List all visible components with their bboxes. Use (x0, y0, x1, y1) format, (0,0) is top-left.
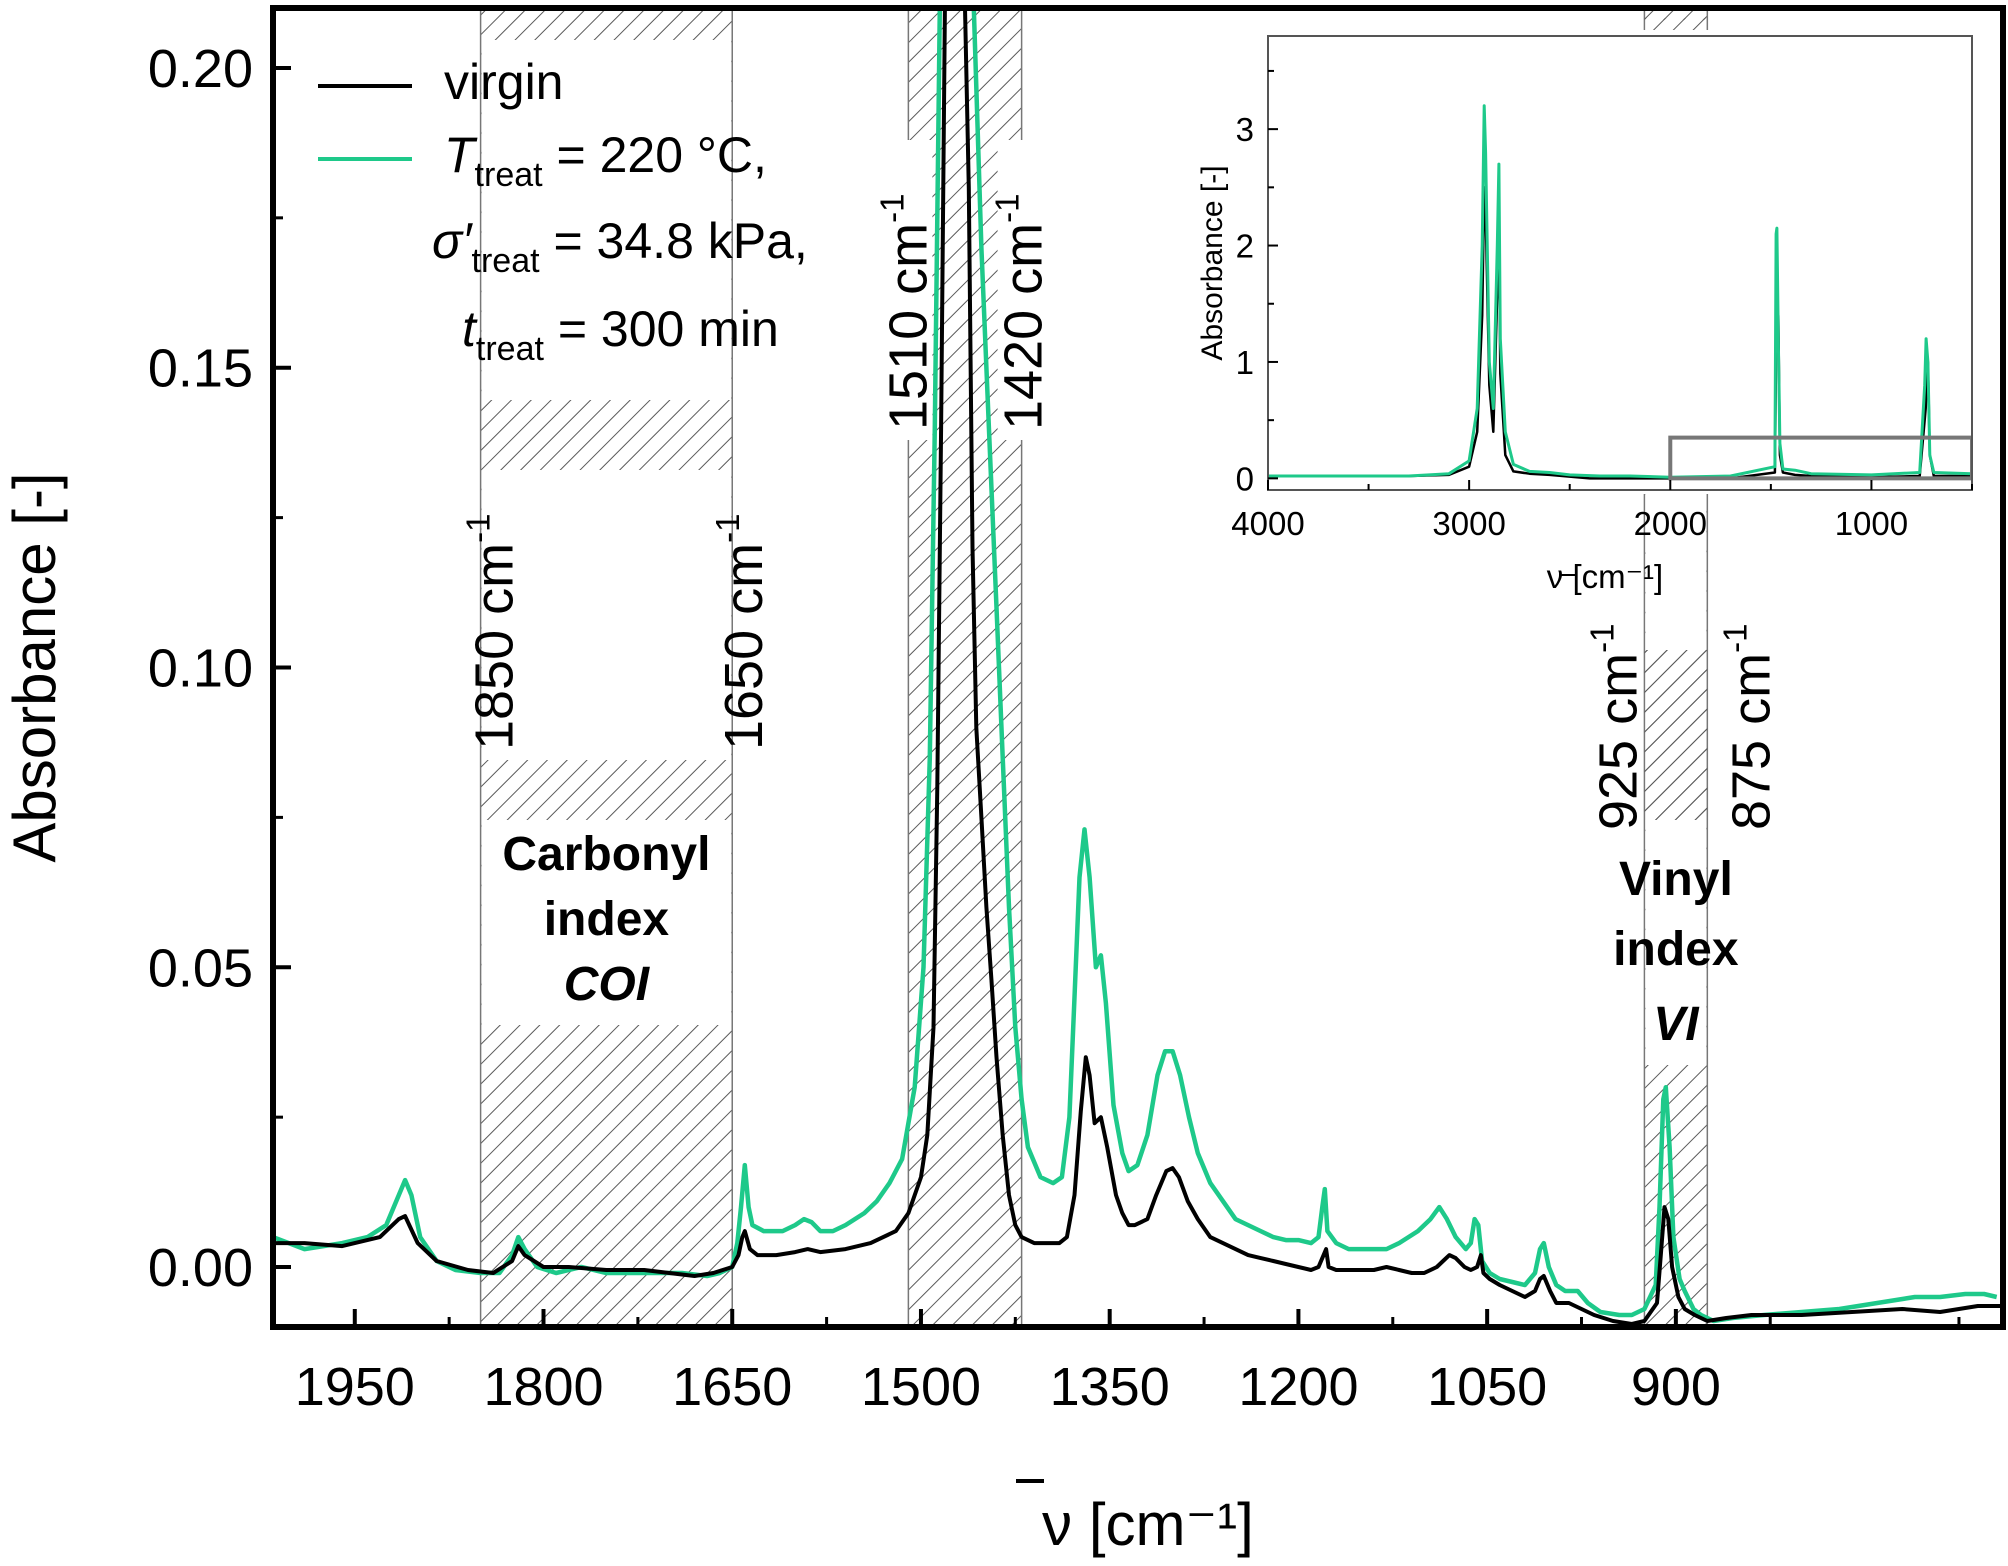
label-925-sup: -1 (1583, 624, 1620, 653)
legend-label-stress: σ′treat = 34.8 kPa, (432, 213, 808, 280)
inset-x-tick-label-4000: 4000 (1231, 505, 1304, 542)
legend-label-virgin: virgin (444, 54, 563, 110)
inset-frame (1267, 35, 1973, 491)
label-1420-base: 1420 cm (994, 223, 1054, 430)
legend-symbol-sigma: σ′ (432, 213, 473, 269)
title-coi: COI (564, 958, 651, 1011)
y-tick-label-3: 0.15 (148, 339, 253, 399)
legend-symbol-t-lower: t (462, 301, 478, 357)
plot-series (273, 8, 2003, 1326)
band-vi-top-sliver (1644, 18, 1708, 30)
x-tick-label-1050: 1050 (1427, 1357, 1547, 1417)
inset-x-tick-label-2000: 2000 (1634, 505, 1707, 542)
label-875: 875 cm-1 (1716, 624, 1781, 830)
label-1510-base: 1510 cm (878, 223, 938, 430)
inset-series (1268, 104, 1972, 481)
inset-series-treated (1268, 104, 1972, 479)
title-vi: VI (1653, 998, 1700, 1051)
label-1420: 1420 cm-1 (989, 194, 1054, 430)
inset-y-tick-label-3: 3 (1236, 111, 1254, 148)
legend-value: = 34.8 kPa, (540, 213, 808, 269)
x-axis-title: ν [cm⁻¹] (1042, 1491, 1254, 1558)
band-vi-upper (1644, 650, 1708, 820)
inset-y-axis-title: Absorbance [-] (1196, 165, 1229, 360)
y-tick-label-0: 0.00 (148, 1238, 253, 1298)
inset-y-tick-label-2: 2 (1236, 228, 1254, 265)
label-925-base: 925 cm (1588, 653, 1648, 830)
legend-subscript: treat (476, 330, 545, 368)
x-tick-label-1950: 1950 (295, 1357, 415, 1417)
legend-subscript: treat (475, 156, 544, 194)
inset-axes: 4000 3000 2000 1000 0 1 2 3 ν [cm⁻¹] Absorbance [… (1196, 35, 1973, 595)
x-tick-label-1800: 1800 (483, 1357, 603, 1417)
label-925: 925 cm-1 (1583, 624, 1648, 830)
inset-y-tick-label-0: 0 (1236, 460, 1254, 497)
band-gap-1420 (997, 140, 1046, 440)
inset-background (1204, 30, 1976, 494)
inset-x-axis-title: ν [cm⁻¹] (1547, 558, 1663, 595)
title-carbonyl: Carbonyl (502, 828, 710, 881)
inset-chart: 4000 3000 2000 1000 0 1 2 3 ν [cm⁻¹] Absorbance [… (1196, 30, 1976, 595)
inset-x-tick-label-3000: 3000 (1432, 505, 1505, 542)
title-vi-index: index (1613, 923, 1739, 976)
label-1850-base: 1850 cm (465, 543, 525, 750)
label-875-base: 875 cm (1721, 653, 1781, 830)
label-1650-sup: -1 (709, 514, 746, 543)
legend-symbol-t-upper: T (444, 127, 478, 183)
band-gap-title (481, 820, 732, 1025)
legend-label-temperature: Ttreat = 220 °C, (444, 127, 767, 194)
band-gap-legend (481, 40, 732, 400)
label-875-sup: -1 (1716, 624, 1753, 653)
inset-zoom-box (1668, 435, 1972, 481)
band-gap-labels (481, 470, 732, 760)
x-tick-label-900: 900 (1631, 1357, 1721, 1417)
x-tick-label-1500: 1500 (861, 1357, 981, 1417)
label-1650: 1650 cm-1 (709, 514, 774, 750)
main-axes: 1950 1800 1650 1500 1350 1200 1050 900 0.00 0.05 0… (1, 5, 2006, 1558)
legend-label-time: ttreat = 300 min (462, 301, 779, 368)
label-1850-sup: -1 (460, 514, 497, 543)
x-tick-label-1650: 1650 (672, 1357, 792, 1417)
series-virgin (273, 8, 2003, 1326)
x-tick-label-1200: 1200 (1238, 1357, 1358, 1417)
legend-value: = 300 min (544, 301, 779, 357)
label-1510: 1510 cm-1 (873, 194, 938, 430)
title-vinyl: Vinyl (1619, 853, 1733, 906)
inset-y-tick-label-1: 1 (1236, 344, 1254, 381)
label-1850: 1850 cm-1 (460, 514, 525, 750)
band-gap-1510 (884, 140, 933, 440)
legend-subscript: treat (472, 242, 541, 280)
title-index: index (544, 893, 670, 946)
label-1650-base: 1650 cm (714, 543, 774, 750)
label-1510-sup: -1 (873, 194, 910, 223)
y-axis-title: Absorbance [-] (1, 472, 68, 862)
y-tick-label-1: 0.05 (148, 938, 253, 998)
label-1420-sup: -1 (989, 194, 1026, 223)
x-tick-label-1350: 1350 (1050, 1357, 1170, 1417)
inset-x-tick-label-1000: 1000 (1835, 505, 1908, 542)
band-gap-vi-title (1645, 820, 1707, 1065)
legend-value: = 220 °C, (543, 127, 767, 183)
y-tick-label-4: 0.20 (148, 39, 253, 99)
legend: virgin Ttreat = 220 °C, σ′treat = 34.8 k… (318, 54, 808, 368)
y-tick-label-2: 0.10 (148, 639, 253, 699)
